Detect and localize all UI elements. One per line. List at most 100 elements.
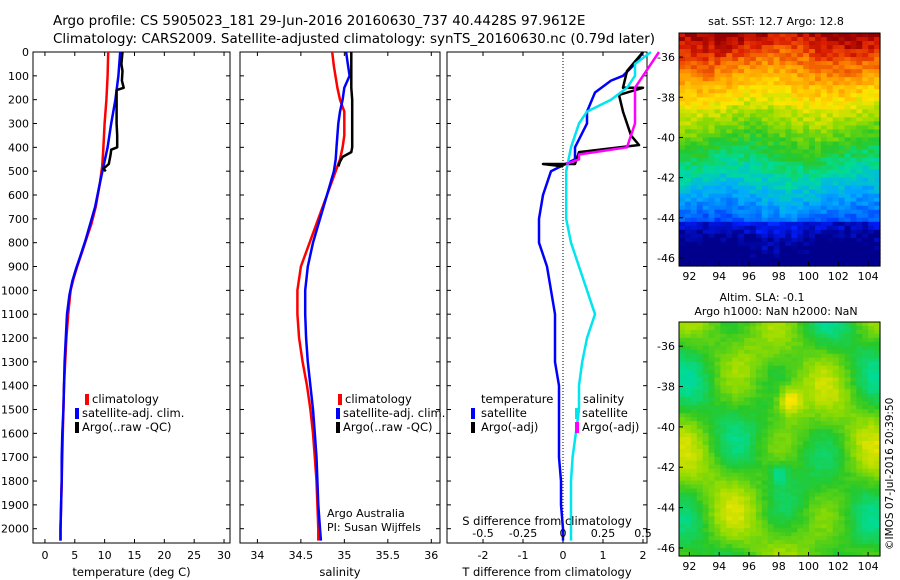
map-cell <box>844 105 852 110</box>
map-cell <box>767 468 775 474</box>
map-cell <box>684 377 692 383</box>
map-cell <box>738 536 745 541</box>
map-cell <box>738 245 745 251</box>
map-cell <box>814 49 822 54</box>
map-cell <box>785 77 792 82</box>
map-cell <box>726 229 733 235</box>
map-cell <box>720 341 727 347</box>
map-cell <box>761 496 769 502</box>
map-cell <box>856 437 863 442</box>
map-cell <box>755 353 763 359</box>
map-cell <box>684 444 692 450</box>
map-cell <box>720 201 727 207</box>
map-cell <box>832 484 840 490</box>
map-cell <box>826 456 834 462</box>
map-cell <box>826 548 834 553</box>
map-cell <box>797 65 804 70</box>
series-line-argo_s <box>565 51 661 166</box>
map-cell <box>714 193 721 199</box>
map-cell <box>874 113 881 118</box>
map-cell <box>720 488 727 494</box>
map-cell <box>814 540 822 545</box>
map-cell <box>856 401 863 406</box>
map-cell <box>679 125 686 131</box>
map-cell <box>726 93 733 98</box>
map-cell <box>708 405 716 410</box>
x-tick-label: 1 <box>600 549 607 562</box>
map-cell <box>749 377 757 383</box>
map-cell <box>791 421 798 426</box>
map-cell <box>744 117 751 122</box>
map-cell <box>755 536 763 541</box>
map-cell <box>862 452 869 458</box>
map-cell <box>797 480 804 486</box>
map-cell <box>856 333 863 339</box>
map-cell <box>761 452 769 458</box>
map-cell <box>720 385 727 391</box>
map-cell <box>684 421 692 426</box>
map-cell <box>679 185 686 191</box>
map-cell <box>720 440 727 446</box>
map-cell <box>732 524 739 529</box>
map-cell <box>844 329 852 335</box>
map-cell <box>850 57 857 62</box>
map-cell <box>850 322 857 327</box>
map-cell <box>779 117 787 122</box>
map-cell <box>809 520 816 525</box>
map-cell <box>773 33 781 38</box>
map-cell <box>749 221 757 227</box>
map-cell <box>814 45 822 50</box>
map-cell <box>826 97 834 102</box>
map-cell <box>726 345 733 351</box>
map-cell <box>714 209 721 215</box>
map-cell <box>874 109 881 114</box>
map-cell <box>844 500 852 506</box>
map-cell <box>791 149 798 155</box>
map-cell <box>791 425 798 430</box>
map-cell <box>803 181 810 187</box>
map-cell <box>874 93 881 98</box>
map-cell <box>785 397 792 402</box>
map-cell <box>868 357 875 363</box>
legend-title-temperature: temperature <box>481 392 553 406</box>
map-cell <box>708 137 716 143</box>
map-cell <box>803 409 810 414</box>
map-cell <box>832 65 840 70</box>
map-cell <box>732 409 739 414</box>
map-cell <box>679 49 686 54</box>
map-cell <box>696 213 704 219</box>
map-cell <box>838 245 846 251</box>
map-cell <box>856 552 863 557</box>
map-cell <box>696 65 704 70</box>
map-cell <box>773 45 781 50</box>
map-cell <box>850 181 857 187</box>
map-cell <box>779 89 787 94</box>
map-cell <box>714 173 721 179</box>
map-cell <box>814 145 822 151</box>
map-cell <box>773 105 781 110</box>
map-cell <box>702 516 710 521</box>
map-cell <box>809 101 816 106</box>
map-cell <box>732 77 739 82</box>
map-cell <box>868 233 875 239</box>
map-cell <box>874 81 881 86</box>
map-cell <box>785 544 792 549</box>
map-cell <box>773 77 781 82</box>
map-cell <box>702 524 710 529</box>
map-cell <box>814 85 822 90</box>
map-cell <box>797 409 804 414</box>
map-cell <box>755 520 763 525</box>
map-cell <box>838 225 846 231</box>
map-cell <box>755 253 763 259</box>
map-cell <box>761 117 769 122</box>
map-cell <box>850 548 857 553</box>
map-cell <box>779 393 787 398</box>
map-cell <box>732 468 739 474</box>
map-cell <box>862 117 869 122</box>
map-cell <box>779 373 787 379</box>
map-cell <box>874 349 881 355</box>
map-cell <box>862 385 869 391</box>
map-cell <box>862 516 869 521</box>
map-cell <box>684 476 692 482</box>
map-cell <box>856 345 863 351</box>
